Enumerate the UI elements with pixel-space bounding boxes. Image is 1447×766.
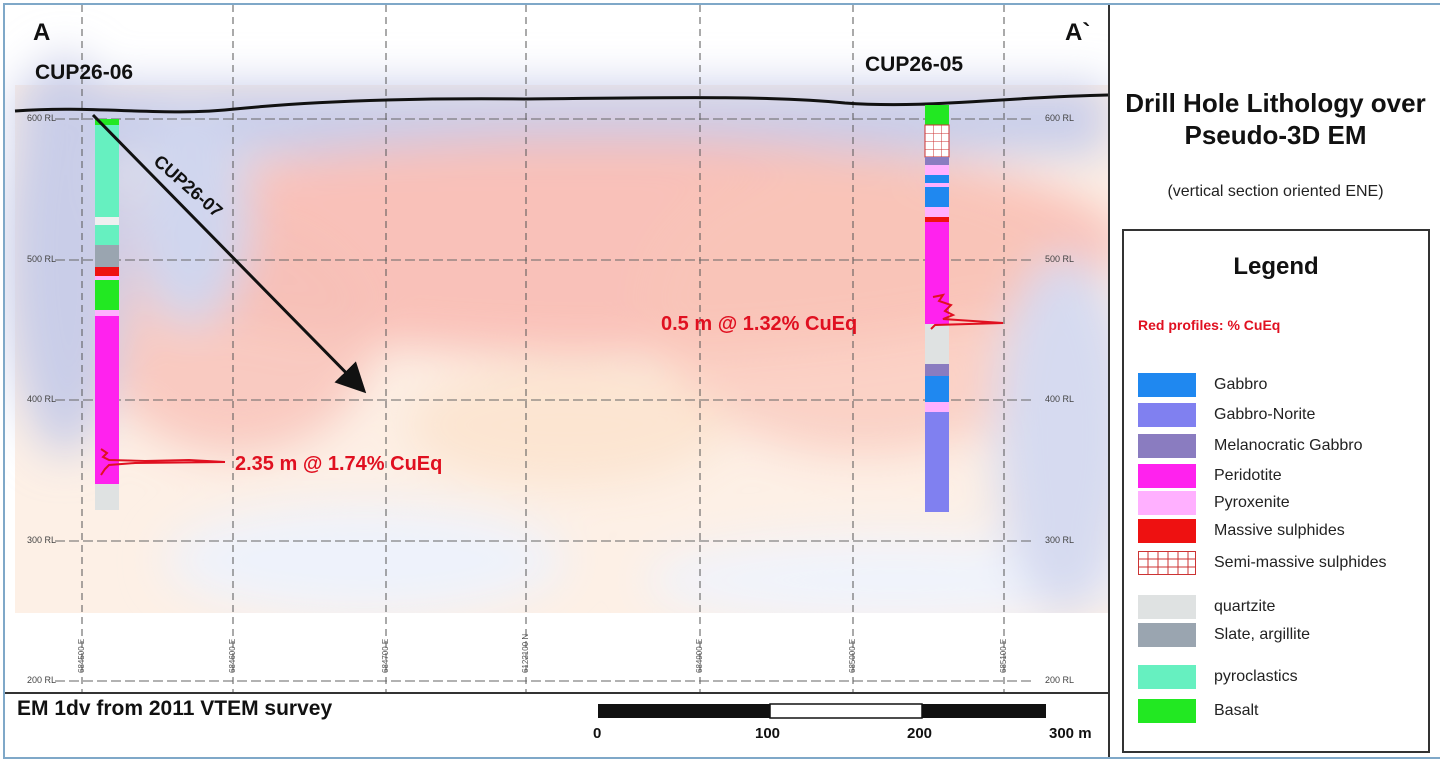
- legend-label: Melanocratic Gabbro: [1214, 437, 1363, 454]
- em-section-plot: [5, 5, 1108, 719]
- legend-swatch-basalt: [1138, 699, 1196, 723]
- figure-frame: A A` CUP26-06 CUP26-05 CUP26-07 2.35 m @…: [3, 3, 1441, 759]
- figure-subtitle: (vertical section oriented ENE): [1167, 183, 1384, 200]
- legend-swatch-pyroxenite: [1138, 491, 1196, 515]
- rl-label-right-200: 200 RL: [1045, 675, 1075, 685]
- topography-line: [14, 93, 1108, 114]
- legend-title: Legend: [1233, 253, 1319, 280]
- rl-label-left-600: 600 RL: [27, 113, 57, 123]
- legend-swatch-peridotite: [1138, 464, 1196, 488]
- grid-coord-684500: 684500 E: [77, 638, 86, 673]
- legend-label: Massive sulphides: [1214, 522, 1345, 539]
- cueq-profile-cup26-06: [100, 448, 226, 476]
- legend-swatch-pyroclastics: [1138, 665, 1196, 689]
- legend-label: pyroclastics: [1214, 668, 1298, 685]
- legend-label: Pyroxenite: [1214, 494, 1290, 511]
- rl-label-left-500: 500 RL: [27, 254, 57, 264]
- section-end-label: A`: [1065, 19, 1091, 46]
- grid-coord-684700: 684700 E: [381, 638, 390, 673]
- drillhole-cup26-07-trace: [91, 113, 367, 394]
- hole-label-cup26-06: CUP26-06: [35, 61, 134, 84]
- rl-label-left-200: 200 RL: [27, 675, 57, 685]
- rl-label-right-500: 500 RL: [1045, 254, 1075, 264]
- figure-title: Drill Hole Lithology over Pseudo-3D EM: [1125, 88, 1426, 150]
- drillhole-cup26-06-log: [95, 119, 226, 510]
- scale-bar: [598, 703, 1046, 719]
- legend-swatch-quartzite: [1138, 595, 1196, 619]
- grid-coord-684900: 684900 E: [695, 638, 704, 673]
- coordinate-grid: [81, 5, 1005, 693]
- legend-label: Slate, argillite: [1214, 626, 1311, 643]
- hole-label-cup26-05: CUP26-05: [865, 53, 964, 76]
- grid-coord-684600: 684600 E: [228, 638, 237, 673]
- em-survey-caption: EM 1dv from 2011 VTEM survey: [17, 697, 333, 720]
- legend-swatch-massive-sulphides: [1138, 519, 1196, 543]
- legend-label: Basalt: [1214, 702, 1259, 719]
- grid-coord-685000: 685000 E: [848, 638, 857, 673]
- legend-note: Red profiles: % CuEq: [1138, 317, 1281, 333]
- scale-label-100: 100: [755, 725, 781, 742]
- scale-label-300m: 300 m: [1049, 725, 1092, 742]
- legend-swatch-semi-massive-sulphides: [1138, 551, 1196, 575]
- legend-label: Semi-massive sulphides: [1214, 554, 1387, 571]
- rl-label-left-400: 400 RL: [27, 394, 57, 404]
- intercept-cup26-06: 2.35 m @ 1.74% CuEq: [235, 453, 443, 475]
- legend-label: Gabbro-Norite: [1214, 406, 1316, 423]
- legend-label: quartzite: [1214, 598, 1276, 615]
- scale-label-0: 0: [593, 725, 602, 742]
- legend-swatch-slate-argillite: [1138, 623, 1196, 647]
- grid-coord-685100: 685100 E: [999, 638, 1008, 673]
- legend-swatch-melanocratic-gabbro: [1138, 434, 1196, 458]
- scale-label-200: 200: [907, 725, 933, 742]
- intercept-cup26-05: 0.5 m @ 1.32% CuEq: [661, 313, 858, 335]
- legend: Legend Red profiles: % CuEq Gabbro Gabbr…: [1122, 229, 1430, 753]
- section-start-label: A: [33, 19, 51, 46]
- side-panel: Drill Hole Lithology over Pseudo-3D EM (…: [1108, 5, 1441, 757]
- grid-coord-6122100: 6122100 N: [521, 633, 530, 673]
- legend-swatch-gabbro-norite: [1138, 403, 1196, 427]
- rl-label-right-300: 300 RL: [1045, 535, 1075, 545]
- rl-label-right-600: 600 RL: [1045, 113, 1075, 123]
- legend-swatch-gabbro: [1138, 373, 1196, 397]
- rl-label-left-300: 300 RL: [27, 535, 57, 545]
- drillhole-cup26-05-log: [924, 105, 1004, 512]
- legend-label: Gabbro: [1214, 376, 1268, 393]
- cueq-profile-cup26-05: [930, 293, 1004, 330]
- legend-label: Peridotite: [1214, 467, 1282, 484]
- rl-label-right-400: 400 RL: [1045, 394, 1075, 404]
- rl-gridlines: [55, 118, 1035, 682]
